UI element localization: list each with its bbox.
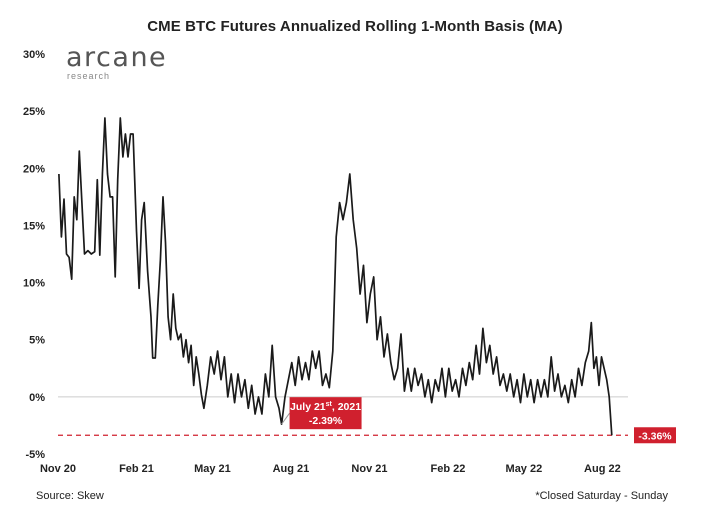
annotation-last-value: -3.36% — [634, 427, 676, 444]
y-tick-label: 5% — [29, 335, 45, 347]
y-tick-label: 0% — [29, 392, 45, 404]
annotation-date-part: July 21 — [290, 401, 326, 413]
x-tick-label: Feb 21 — [119, 463, 154, 475]
x-tick-label: May 22 — [506, 463, 543, 475]
x-axis-ticks: Nov 20 Feb 21 May 21 Aug 21 Nov 21 Feb 22 May … — [40, 463, 621, 475]
annotation-date-label: July 21st, 2021 — [290, 401, 361, 413]
last-value-box — [634, 427, 676, 444]
last-value-label: -3.36% — [638, 430, 672, 442]
source-note: Source: Skew — [36, 490, 104, 502]
y-axis-ticks: 30% 25% 20% 15% 10% 5% 0% -5% — [23, 49, 45, 461]
series-line — [58, 117, 613, 436]
y-tick-label: 10% — [23, 278, 45, 290]
x-tick-label: Aug 22 — [584, 463, 621, 475]
y-tick-label: 15% — [23, 220, 45, 232]
y-tick-label: 25% — [23, 106, 45, 118]
annotation-july-2021: July 21st, 2021 -2.39% — [281, 397, 362, 430]
x-tick-label: Nov 21 — [351, 463, 387, 475]
x-tick-label: Feb 22 — [431, 463, 466, 475]
logo-subtitle: research — [67, 71, 111, 81]
arcane-research-logo: arcane research — [66, 44, 167, 81]
x-tick-label: May 21 — [194, 463, 231, 475]
chart-title: CME BTC Futures Annualized Rolling 1-Mon… — [147, 18, 563, 35]
closed-note: *Closed Saturday - Sunday — [535, 490, 668, 502]
annotation-box — [289, 397, 362, 430]
annotation-date-sup: st — [326, 401, 333, 408]
x-tick-label: Nov 20 — [40, 463, 76, 475]
y-tick-label: 20% — [23, 163, 45, 175]
y-tick-label: -5% — [25, 449, 45, 461]
y-tick-label: 30% — [23, 49, 45, 61]
annotation-leader — [281, 412, 290, 425]
annotation-value-label: -2.39% — [309, 415, 343, 427]
x-tick-label: Aug 21 — [273, 463, 310, 475]
logo-wordmark: arcane — [66, 42, 168, 73]
annotation-date-suffix: , 2021 — [332, 401, 361, 413]
